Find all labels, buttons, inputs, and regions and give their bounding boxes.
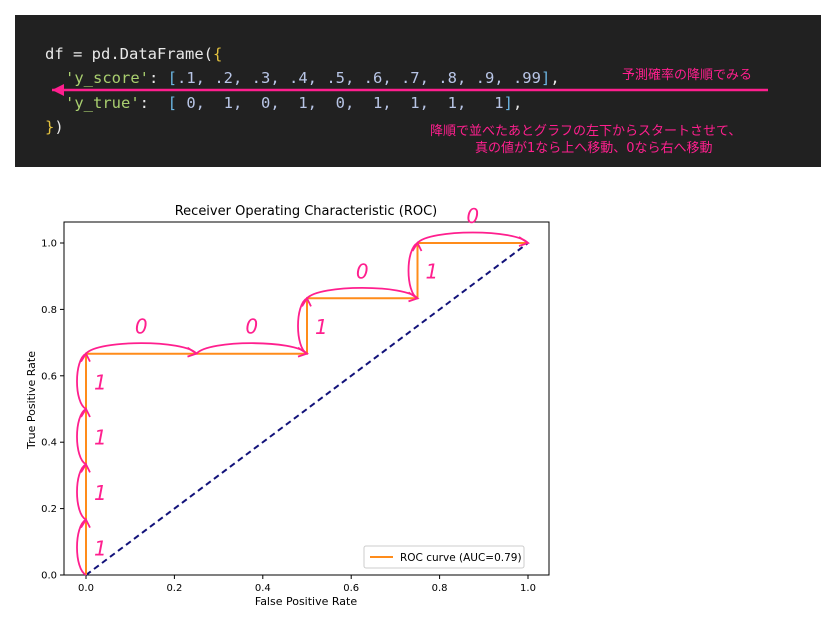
y-axis-label: True Positive Rate bbox=[25, 351, 38, 450]
legend: ROC curve (AUC=0.79) bbox=[363, 545, 525, 569]
up-step-arrowhead bbox=[80, 517, 91, 529]
code-eq: = bbox=[63, 45, 92, 63]
up-step-label: 1 bbox=[94, 426, 107, 450]
code-line-4: }) bbox=[45, 118, 64, 136]
y-tick-label: 0.8 bbox=[41, 305, 57, 316]
code-line-1: df = pd.DataFrame({ bbox=[45, 45, 222, 63]
plot-frame bbox=[63, 221, 550, 576]
code-call: pd.DataFrame( bbox=[91, 45, 213, 63]
right-step-label: 0 bbox=[135, 315, 148, 339]
code-var: df bbox=[45, 45, 64, 63]
y-tick-label: 0.6 bbox=[41, 371, 57, 382]
right-step-arc bbox=[85, 342, 198, 355]
up-step-label: 1 bbox=[94, 481, 107, 505]
up-step-label: 1 bbox=[426, 260, 439, 284]
series-layer bbox=[85, 242, 529, 576]
code-key-y-true: 'y_true' bbox=[65, 94, 140, 112]
right-step-label: 0 bbox=[466, 204, 479, 228]
up-step-arc bbox=[76, 463, 87, 521]
chart-title: Receiver Operating Characteristic (ROC) bbox=[175, 204, 438, 219]
up-step-arc bbox=[76, 518, 87, 576]
right-step-arc bbox=[195, 342, 308, 355]
x-tick-label: 0.8 bbox=[432, 583, 448, 594]
code-bracket: ] bbox=[540, 69, 551, 87]
walk-note-line-1: 降順で並べたあとグラフの左下からスタートさせて、 bbox=[430, 124, 742, 139]
code-paren-close: ) bbox=[54, 118, 64, 136]
code-bracket: [ bbox=[167, 94, 177, 112]
right-step-label: 0 bbox=[245, 315, 258, 339]
x-axis-label: False Positive Rate bbox=[255, 595, 357, 608]
up-step-label: 1 bbox=[94, 370, 107, 394]
code-key-y-score: 'y_score' bbox=[65, 69, 149, 87]
x-tick-label: 0.2 bbox=[166, 583, 182, 594]
code-brace-open: { bbox=[213, 45, 223, 63]
x-tick-label: 0.6 bbox=[343, 583, 359, 594]
sort-note: 予測確率の降順でみる bbox=[622, 68, 753, 83]
y-tick-label: 0.2 bbox=[41, 504, 57, 515]
x-tick-label: 0.0 bbox=[78, 583, 94, 594]
up-step-label: 1 bbox=[94, 536, 107, 560]
up-step-arc bbox=[76, 408, 87, 466]
right-step-label: 0 bbox=[356, 259, 369, 283]
code-colon: : bbox=[149, 69, 168, 87]
x-tick-label: 1.0 bbox=[520, 583, 536, 594]
y-tick-label: 0.4 bbox=[41, 438, 57, 449]
code-comma: , bbox=[512, 94, 523, 112]
right-step-arrowhead bbox=[408, 291, 420, 303]
chance-diagonal-line bbox=[85, 242, 529, 576]
right-step-arc bbox=[306, 286, 419, 300]
step-annotation-layer: 1 1 1 1 1 1 0 0 0 0 bbox=[76, 204, 531, 576]
x-tick-label: 0.4 bbox=[255, 583, 271, 594]
code-line-3: 'y_true': [ 0, 1, 0, 1, 0, 1, 1, 1, 1], bbox=[65, 94, 522, 112]
legend-label: ROC curve (AUC=0.79) bbox=[400, 552, 522, 564]
code-bracket: ] bbox=[503, 94, 513, 112]
y-tick-label: 0.0 bbox=[41, 571, 57, 582]
code-line-2: 'y_score': [.1, .2, .3, .4, .5, .6, .7, … bbox=[65, 69, 560, 87]
legend-box bbox=[363, 545, 525, 569]
y-tick-label: 1.0 bbox=[41, 239, 57, 250]
code-comma: , bbox=[550, 69, 560, 87]
code-y-score-values: .1, .2, .3, .4, .5, .6, .7, .8, .9, .99 bbox=[177, 69, 541, 87]
right-step-arrowhead bbox=[187, 346, 199, 358]
up-step-arrowhead bbox=[80, 351, 91, 363]
code-y-true-values: 0, 1, 0, 1, 0, 1, 1, 1, 1 bbox=[177, 94, 504, 112]
right-step-arrowhead bbox=[518, 236, 531, 247]
x-ticks: 0.0 0.2 0.4 0.6 0.8 1.0 bbox=[78, 575, 536, 594]
up-step-arc bbox=[76, 352, 87, 410]
code-colon: : bbox=[139, 94, 168, 112]
right-step-arrowhead bbox=[297, 346, 310, 358]
y-ticks: 0.0 0.2 0.4 0.6 0.8 1.0 bbox=[41, 239, 64, 582]
code-brace-close: } bbox=[45, 118, 55, 136]
code-bracket: [ bbox=[167, 69, 178, 87]
up-step-label: 1 bbox=[315, 315, 328, 339]
right-step-arc bbox=[416, 231, 529, 244]
walk-note-line-2: 真の値が1なら上へ移動、0なら右へ移動 bbox=[475, 141, 713, 156]
